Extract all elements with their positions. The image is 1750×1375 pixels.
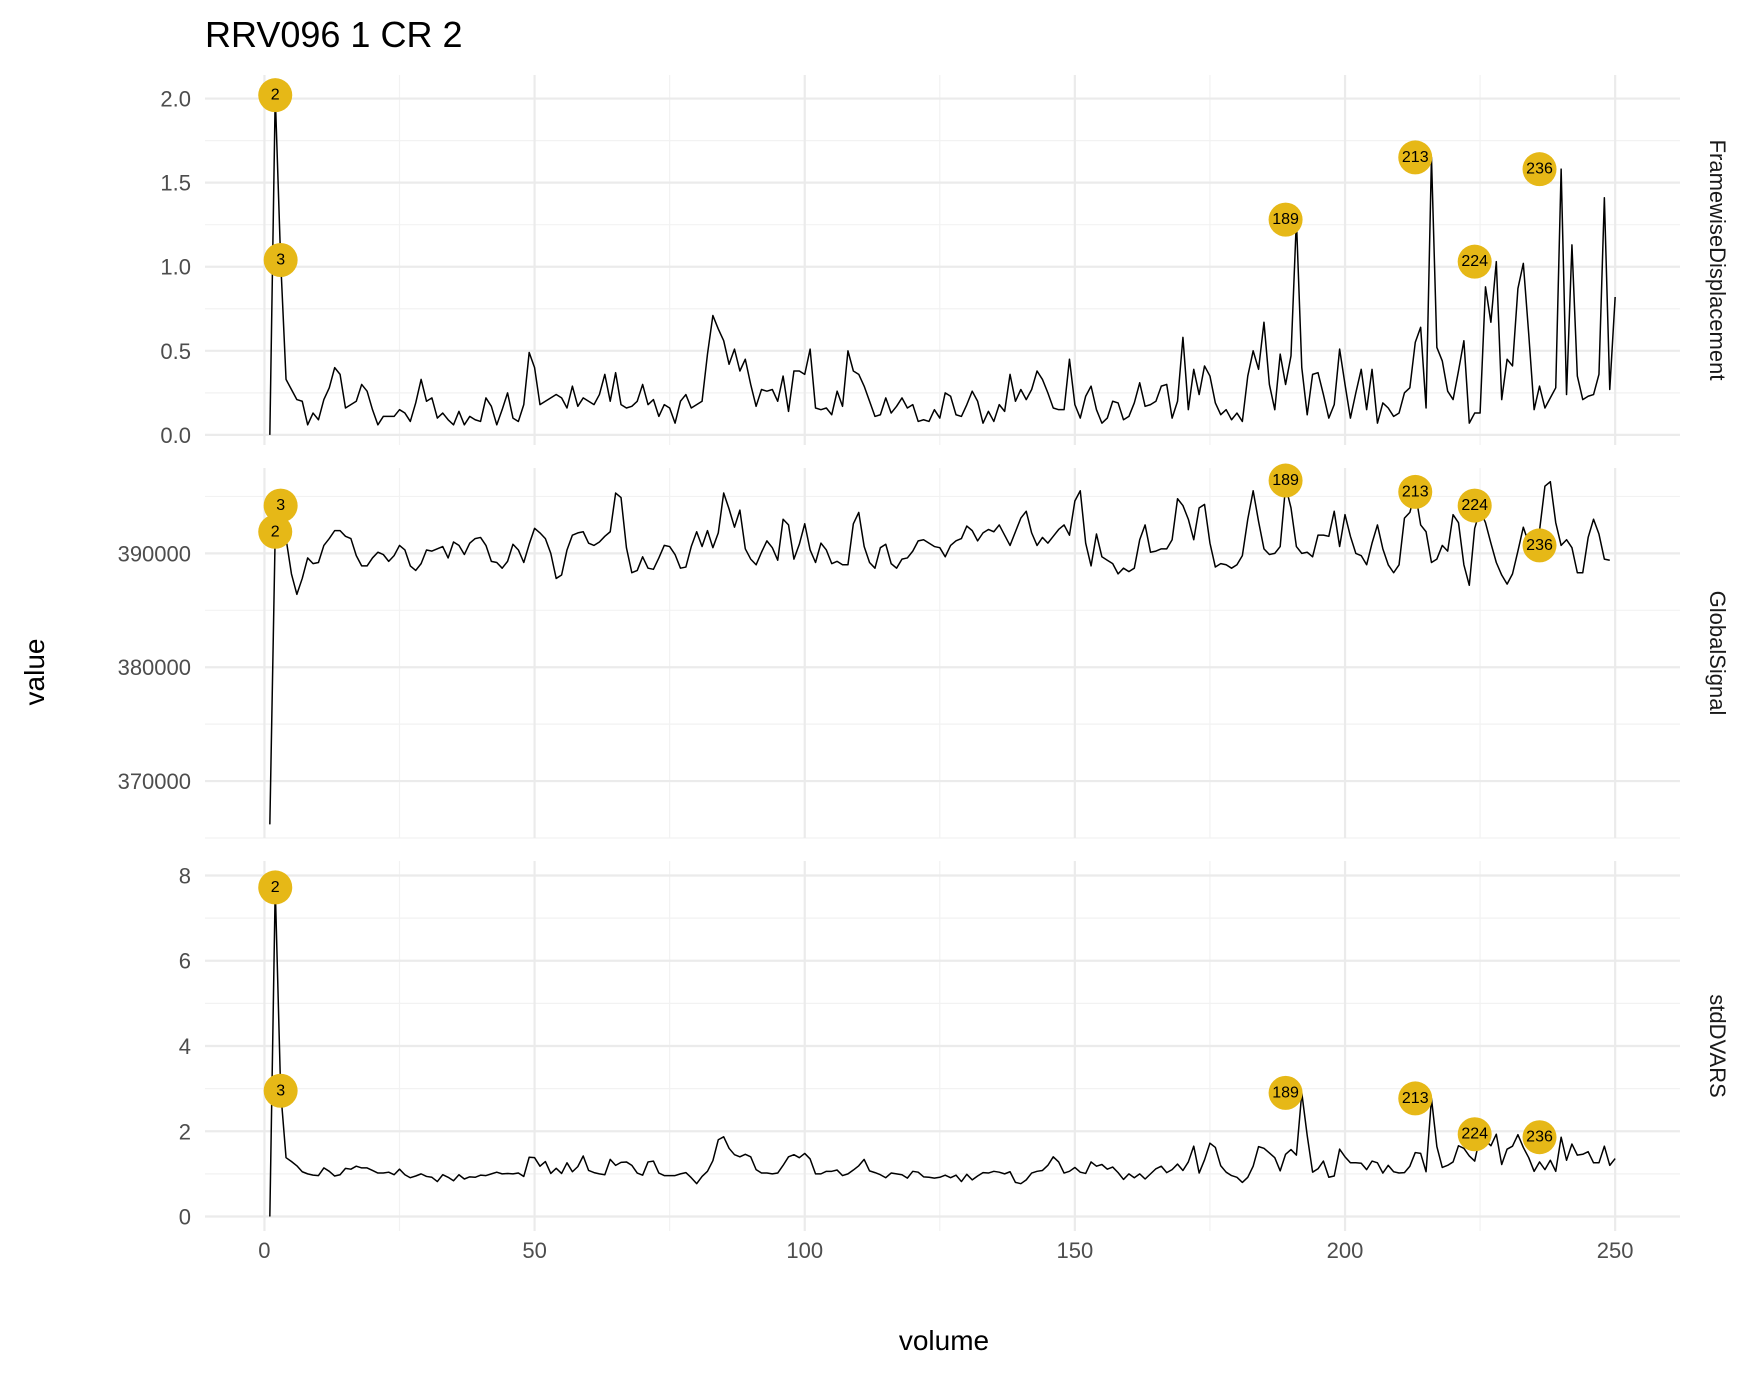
y-tick-label: 370000 <box>118 769 191 794</box>
x-tick-label: 100 <box>786 1238 823 1263</box>
facet-label-globalsignal: GlobalSignal <box>1705 591 1730 716</box>
labeled-point-189: 189 <box>1268 1075 1303 1110</box>
point-marker <box>258 78 293 113</box>
point-label: 224 <box>1461 1126 1488 1143</box>
point-marker <box>258 870 293 905</box>
series-line-framewisedisplacement <box>269 94 1616 435</box>
point-marker <box>1457 488 1492 523</box>
labeled-point-236: 236 <box>1522 528 1557 563</box>
point-label: 3 <box>276 497 285 514</box>
y-tick-label: 390000 <box>118 541 191 566</box>
x-tick-label: 200 <box>1327 1238 1364 1263</box>
point-marker <box>1398 140 1433 175</box>
x-axis: 0 50 100 150 200 250 <box>258 1238 1633 1263</box>
y-axis-title: value <box>19 639 50 706</box>
labeled-point-2: 2 <box>258 78 293 113</box>
y-tick-label: 4 <box>179 1034 191 1059</box>
y-tick-label: 0.5 <box>160 339 191 364</box>
y-tick-label: 0.0 <box>160 423 191 448</box>
point-marker <box>1457 244 1492 279</box>
labeled-point-213: 213 <box>1398 140 1433 175</box>
labeled-point-2: 2 <box>258 514 293 549</box>
point-marker <box>258 514 293 549</box>
x-tick-label: 150 <box>1057 1238 1094 1263</box>
point-marker <box>1457 1117 1492 1152</box>
point-marker <box>263 243 298 277</box>
labeled-point-213: 213 <box>1398 474 1433 509</box>
point-marker <box>263 1073 298 1108</box>
point-marker <box>1268 463 1303 498</box>
labeled-point-236: 236 <box>1522 1120 1557 1155</box>
x-tick-label: 250 <box>1597 1238 1634 1263</box>
point-label: 3 <box>276 252 285 269</box>
y-tick-label: 380000 <box>118 655 191 680</box>
facet-label-stddvars: stdDVARS <box>1705 994 1730 1098</box>
labeled-point-224: 224 <box>1457 244 1492 279</box>
x-tick-label: 50 <box>522 1238 546 1263</box>
point-label: 236 <box>1526 1129 1553 1146</box>
point-marker <box>1268 202 1303 237</box>
panel-stddvars: 0 2 4 6 8 2 3 189 213 224 236 stdDVARS <box>179 861 1730 1231</box>
point-label: 2 <box>271 879 280 896</box>
series-line-globalsignal <box>269 480 1610 825</box>
point-marker <box>1398 1081 1433 1116</box>
labeled-point-224: 224 <box>1457 488 1492 523</box>
point-label: 213 <box>1402 149 1429 166</box>
point-label: 189 <box>1272 472 1299 489</box>
point-marker <box>263 488 298 523</box>
y-tick-label: 1.5 <box>160 171 191 196</box>
labeled-point-213: 213 <box>1398 1081 1433 1116</box>
labeled-point-224: 224 <box>1457 1117 1492 1152</box>
labeled-point-3: 3 <box>263 488 298 523</box>
point-label: 236 <box>1526 537 1553 554</box>
y-tick-label: 6 <box>179 949 191 974</box>
x-tick-label: 0 <box>258 1238 270 1263</box>
point-marker <box>1398 474 1433 509</box>
point-label: 3 <box>276 1082 285 1099</box>
labeled-point-3: 3 <box>263 243 298 277</box>
labeled-point-2: 2 <box>258 870 293 905</box>
y-tick-label: 2 <box>179 1119 191 1144</box>
point-label: 189 <box>1272 211 1299 228</box>
y-tick-label: 0 <box>179 1205 191 1230</box>
point-label: 2 <box>271 523 280 540</box>
y-tick-label: 2.0 <box>160 87 191 112</box>
point-marker <box>1522 528 1557 563</box>
x-axis-title: volume <box>899 1325 989 1356</box>
y-tick-label: 1.0 <box>160 255 191 280</box>
series-line-stddvars <box>269 886 1616 1217</box>
point-marker <box>1522 1120 1557 1155</box>
panel-framewisedisplacement: 0.0 0.5 1.0 1.5 2.0 2 3 189 213 224 236 FramewiseDi… <box>160 75 1730 448</box>
point-label: 189 <box>1272 1084 1299 1101</box>
facet-label-framewisedisplacement: FramewiseDisplacement <box>1705 140 1730 381</box>
point-marker <box>1268 1075 1303 1110</box>
point-marker <box>1522 152 1557 187</box>
labeled-point-189: 189 <box>1268 463 1303 498</box>
labeled-point-189: 189 <box>1268 202 1303 237</box>
point-label: 2 <box>271 87 280 104</box>
panel-globalsignal: 370000 380000 390000 2 3 189 213 224 236 GlobalSi… <box>118 463 1730 839</box>
labeled-point-236: 236 <box>1522 152 1557 187</box>
point-label: 224 <box>1461 497 1488 514</box>
point-label: 224 <box>1461 253 1488 270</box>
labeled-point-3: 3 <box>263 1073 298 1108</box>
point-label: 213 <box>1402 1090 1429 1107</box>
y-tick-label: 8 <box>179 863 191 888</box>
point-label: 213 <box>1402 483 1429 500</box>
chart-title: RRV096 1 CR 2 <box>205 14 462 55</box>
point-label: 236 <box>1526 161 1553 178</box>
